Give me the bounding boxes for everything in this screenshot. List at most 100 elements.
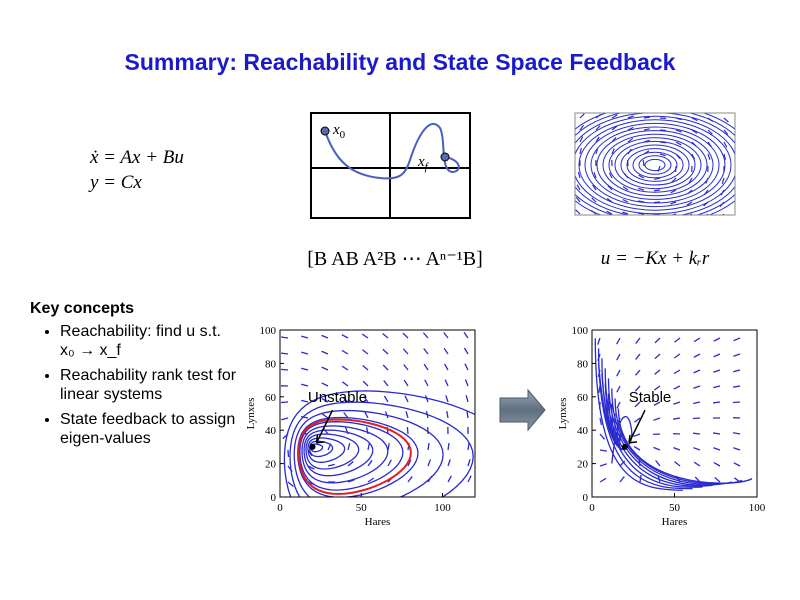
vector-arrow: [707, 117, 714, 122]
vector-arrow: [364, 411, 369, 419]
vector-arrow: [674, 461, 681, 467]
vector-arrow: [691, 153, 696, 160]
equilibrium: [622, 443, 628, 450]
vector-arrow: [327, 463, 335, 467]
vector-arrow: [287, 481, 294, 487]
plot-annotation: Unstable: [308, 389, 367, 406]
vector-arrow: [611, 137, 617, 143]
vector-arrow: [406, 426, 409, 435]
vector-arrow: [633, 445, 641, 451]
vector-arrow: [444, 379, 449, 387]
vector-arrow: [424, 379, 429, 387]
vector-arrow: [653, 385, 661, 391]
vector-arrow: [671, 177, 677, 183]
vector-arrow: [693, 337, 701, 343]
vector-arrow: [723, 141, 728, 148]
vector-arrow: [599, 433, 606, 440]
concept-list: Reachability: find u s.t. x₀ → x_f Reach…: [30, 322, 240, 448]
concept: Reachability rank test for linear system…: [60, 366, 240, 404]
vector-arrow: [321, 398, 329, 403]
vector-arrow: [687, 189, 693, 195]
vector-arrow: [599, 449, 608, 452]
vector-arrow: [688, 177, 693, 184]
vector-arrow: [402, 348, 409, 355]
vector-arrow: [712, 432, 721, 435]
streamline: [575, 113, 735, 215]
streamline: [611, 416, 633, 464]
vector-arrow: [638, 174, 645, 179]
vector-arrow: [635, 337, 641, 344]
vector-arrow: [427, 459, 432, 467]
y-axis-label: Lynxes: [557, 398, 569, 430]
vector-arrow: [686, 201, 693, 206]
key-concepts: Key concepts Reachability: find u s.t. x…: [30, 300, 240, 454]
vector-arrow: [405, 411, 409, 419]
vector-arrow: [657, 165, 661, 172]
y-tick-label: 0: [583, 492, 589, 504]
streamline: [575, 113, 735, 215]
vector-arrow: [733, 462, 741, 467]
vector-arrow: [323, 428, 329, 435]
streamline: [301, 425, 389, 484]
streamline: [638, 155, 672, 175]
streamline: [303, 429, 374, 477]
vector-arrow: [616, 353, 621, 361]
symbol: x: [417, 154, 425, 170]
equilibrium: [309, 443, 316, 450]
vector-arrow: [627, 148, 632, 155]
vector-arrow: [443, 347, 449, 355]
vector-arrow: [721, 177, 725, 184]
streamline: [632, 151, 678, 179]
vector-arrow: [579, 136, 584, 143]
vector-arrow: [402, 332, 409, 339]
vector-arrow: [691, 129, 698, 134]
vector-arrow: [616, 401, 621, 409]
vector-arrow: [675, 141, 682, 146]
vector-arrow: [341, 381, 349, 387]
vector-arrow: [465, 395, 469, 403]
vector-arrow: [712, 401, 721, 404]
vector-arrow: [732, 385, 741, 388]
vector-arrow: [341, 334, 349, 339]
vector-arrow: [341, 349, 349, 355]
streamline: [283, 390, 475, 497]
vector-arrow: [445, 395, 449, 403]
vector-arrow: [404, 395, 409, 403]
y-tick-label: 80: [577, 358, 589, 370]
equation: y = Cx: [88, 172, 142, 193]
vector-arrow: [363, 396, 369, 403]
y-tick-label: 20: [265, 459, 277, 471]
vector-arrow: [703, 189, 709, 196]
vector-arrow: [321, 350, 329, 355]
vector-arrow: [637, 212, 645, 215]
vector-arrow: [579, 148, 582, 155]
vector-arrow: [733, 337, 741, 342]
x-tick-label: 0: [277, 502, 283, 514]
vector-arrow: [321, 413, 329, 419]
streamline: [307, 437, 346, 463]
vector-arrow: [670, 189, 677, 194]
vector-arrow: [616, 369, 621, 377]
vector-arrow: [713, 461, 721, 467]
streamline: [305, 433, 360, 470]
vector-arrow: [606, 210, 613, 215]
vector-arrow: [653, 401, 661, 406]
phase-portrait: [575, 113, 735, 215]
vector-arrow: [654, 353, 661, 360]
vector-arrow: [675, 129, 682, 133]
vector-arrow: [675, 153, 681, 159]
vector-arrow: [447, 475, 452, 483]
vector-arrow: [622, 198, 629, 203]
vector-arrow: [723, 129, 729, 136]
vector-arrow: [321, 382, 329, 387]
vector-arrow: [659, 129, 667, 132]
vector-arrow: [463, 347, 469, 355]
vector-arrow: [611, 125, 618, 131]
end-label: xf: [417, 154, 430, 173]
vector-arrow: [382, 364, 389, 371]
vector-arrow: [623, 172, 629, 179]
vector-arrow: [347, 443, 351, 451]
vector-arrow: [634, 385, 641, 392]
vector-arrow: [447, 442, 450, 451]
vector-arrow: [467, 475, 472, 483]
